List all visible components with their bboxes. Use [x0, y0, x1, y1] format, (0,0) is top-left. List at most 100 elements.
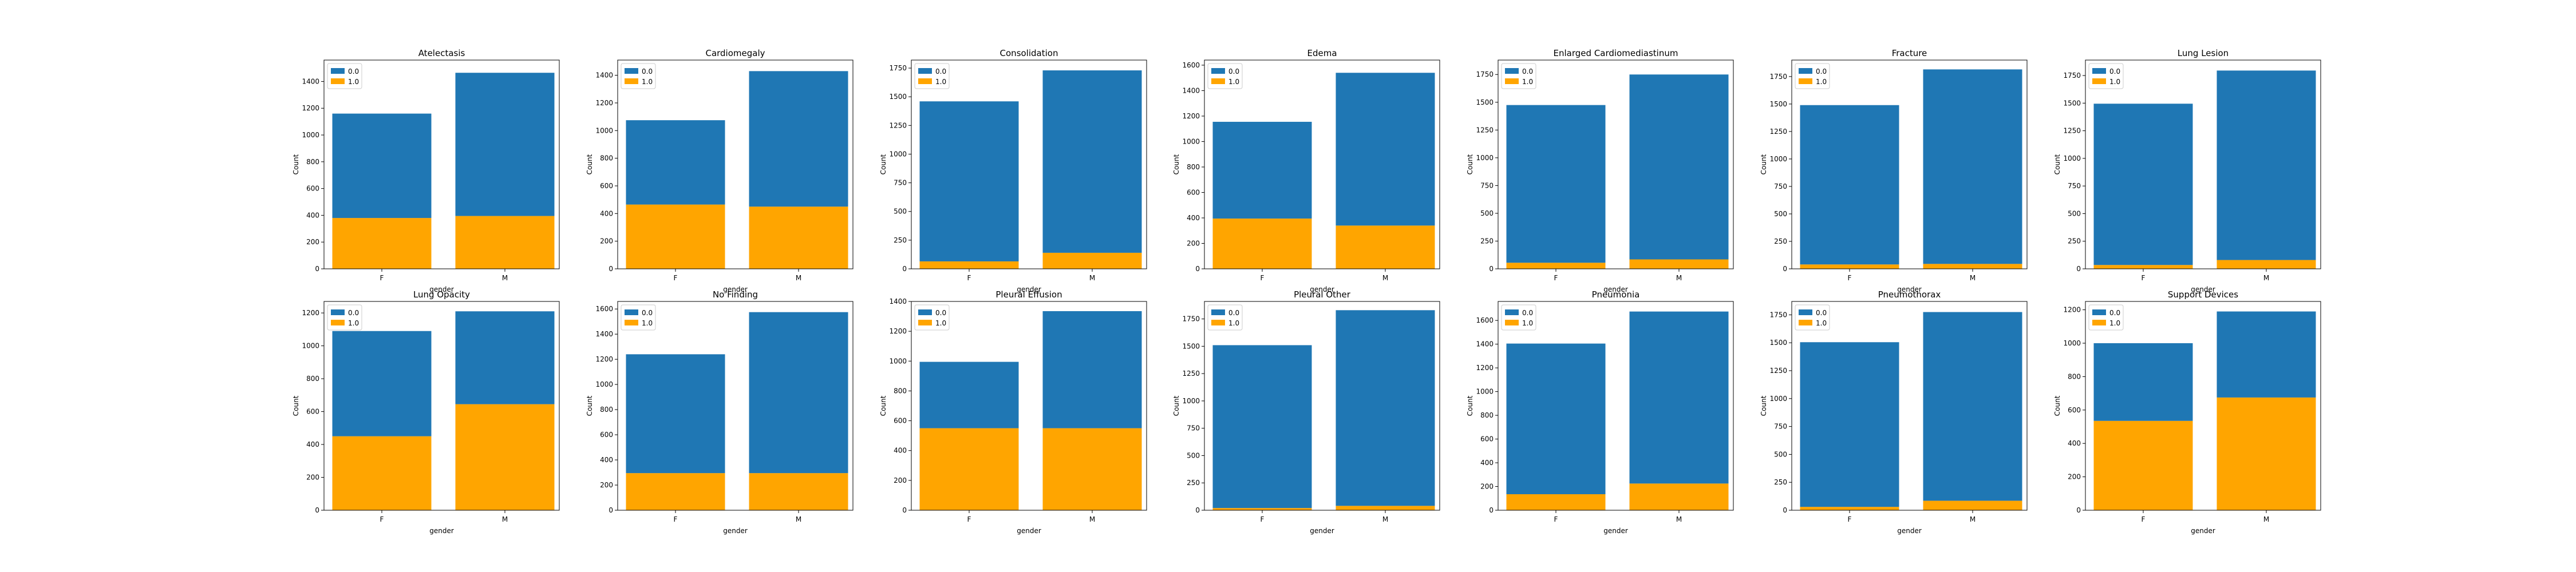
- axes-frame: [1791, 301, 2028, 511]
- y-tick-label: 750: [1480, 181, 1494, 189]
- y-tick-label: 1600: [595, 305, 613, 313]
- bar-F-1.0: [2093, 265, 2193, 269]
- y-tick-label: 200: [1187, 239, 1200, 247]
- legend-swatch: [1799, 68, 1812, 74]
- axes-frame: [911, 59, 1147, 269]
- y-tick-label: 0: [1783, 506, 1787, 514]
- x-tick-label: F: [2142, 274, 2146, 282]
- x-tick-label: F: [967, 515, 971, 523]
- y-tick-label: 1500: [1769, 100, 1787, 108]
- legend-label: 0.0: [642, 309, 653, 317]
- legend-swatch: [1505, 68, 1519, 74]
- subplot-title: Atelectasis: [418, 48, 465, 58]
- legend: 0.01.0: [327, 304, 362, 331]
- y-tick-label: 250: [894, 236, 907, 244]
- y-axis-label: Count: [1172, 395, 1180, 416]
- subplot-atelectasis: 0 200 400 600 800 1000 1200 1400 F M Atelectasis ge…: [292, 48, 560, 293]
- y-tick-label: 1400: [595, 330, 613, 338]
- y-tick-label: 1200: [889, 327, 907, 335]
- x-tick-label: M: [1676, 515, 1682, 523]
- bar-F-0.0: [1506, 105, 1606, 263]
- bar-M-0.0: [1336, 310, 1435, 506]
- x-axis-label: gender: [723, 527, 748, 535]
- y-tick-label: 600: [894, 417, 907, 425]
- subplot-title: Fracture: [1892, 48, 1927, 58]
- y-tick-label: 1200: [302, 309, 319, 317]
- bar-M-0.0: [749, 312, 848, 474]
- x-axis-label: gender: [1017, 527, 1041, 535]
- legend-label: 1.0: [1816, 78, 1827, 86]
- y-tick-label: 600: [306, 408, 319, 416]
- y-tick-label: 400: [1480, 459, 1494, 467]
- y-axis-label: Count: [292, 154, 300, 174]
- legend-swatch: [1211, 68, 1225, 74]
- subplot-pleural-effusion: 0 200 400 600 800 1000 1200 1400 F M Pleural Effus…: [879, 289, 1147, 535]
- legend-swatch: [625, 78, 638, 84]
- subplot-title: Support Devices: [2168, 289, 2238, 300]
- bar-F-0.0: [626, 120, 725, 205]
- y-tick-label: 1000: [2063, 154, 2081, 162]
- axes-frame: [2085, 59, 2321, 269]
- axes-frame: [1791, 59, 2028, 269]
- y-axis-label: Count: [1760, 395, 1768, 416]
- y-axis-label: Count: [1760, 154, 1768, 174]
- bar-M-1.0: [1042, 252, 1142, 269]
- y-tick-label: 400: [600, 456, 613, 464]
- y-tick-label: 1400: [302, 77, 319, 85]
- y-tick-label: 250: [2068, 237, 2081, 245]
- bar-M-0.0: [1923, 312, 2022, 501]
- y-tick-label: 1500: [1182, 342, 1200, 350]
- y-tick-label: 1500: [1769, 339, 1787, 347]
- y-tick-label: 500: [1774, 450, 1787, 458]
- y-axis-label: Count: [292, 395, 300, 416]
- y-tick-label: 400: [306, 211, 319, 219]
- bar-M-1.0: [1629, 259, 1729, 269]
- x-tick-label: M: [796, 274, 801, 282]
- y-tick-label: 250: [1774, 237, 1787, 245]
- y-tick-label: 1600: [1182, 61, 1200, 69]
- x-tick-label: M: [796, 515, 801, 523]
- axes-frame: [617, 59, 854, 269]
- y-tick-label: 1000: [302, 342, 319, 350]
- y-tick-label: 200: [600, 237, 613, 245]
- y-tick-label: 1250: [1769, 367, 1787, 375]
- y-tick-label: 600: [2068, 406, 2081, 414]
- y-tick-label: 750: [894, 179, 907, 187]
- bar-M-1.0: [455, 404, 555, 510]
- x-tick-label: M: [1382, 515, 1388, 523]
- y-tick-label: 1000: [302, 131, 319, 139]
- legend-label: 1.0: [348, 319, 359, 327]
- subplot-lung-lesion: 0 250 500 750 1000 1250 1500 1750 F M Lung Lesion g…: [2053, 48, 2321, 293]
- subplot-title: Pneumonia: [1592, 289, 1640, 300]
- legend: 0.01.0: [1501, 304, 1536, 331]
- y-tick-label: 1000: [1182, 397, 1200, 405]
- y-tick-label: 800: [600, 406, 613, 414]
- legend-swatch: [1211, 320, 1225, 325]
- y-tick-label: 1250: [1182, 370, 1200, 378]
- legend: 0.01.0: [1795, 63, 1830, 89]
- bar-F-0.0: [2093, 104, 2193, 265]
- y-tick-label: 1200: [1182, 112, 1200, 120]
- y-tick-label: 1000: [1182, 137, 1200, 145]
- y-axis-label: Count: [2053, 154, 2061, 174]
- x-tick-label: M: [502, 274, 508, 282]
- y-tick-label: 0: [1195, 265, 1200, 273]
- bar-M-0.0: [1629, 74, 1729, 260]
- y-tick-label: 0: [609, 265, 613, 273]
- y-tick-label: 1600: [1476, 316, 1494, 324]
- y-axis-label: Count: [1466, 395, 1474, 416]
- y-tick-label: 1000: [595, 126, 613, 134]
- legend-label: 0.0: [1228, 309, 1239, 317]
- x-axis-label: gender: [429, 285, 454, 293]
- legend-label: 1.0: [1522, 319, 1533, 327]
- legend: 0.01.0: [914, 304, 950, 331]
- y-tick-label: 500: [1480, 209, 1494, 217]
- legend: 0.01.0: [914, 63, 950, 89]
- x-tick-label: M: [1970, 515, 1976, 523]
- y-tick-label: 400: [600, 209, 613, 217]
- legend: 0.01.0: [621, 63, 656, 89]
- y-tick-label: 800: [306, 375, 319, 383]
- x-tick-label: M: [1970, 274, 1976, 282]
- x-tick-label: M: [2263, 515, 2269, 523]
- bar-F-0.0: [1212, 345, 1312, 509]
